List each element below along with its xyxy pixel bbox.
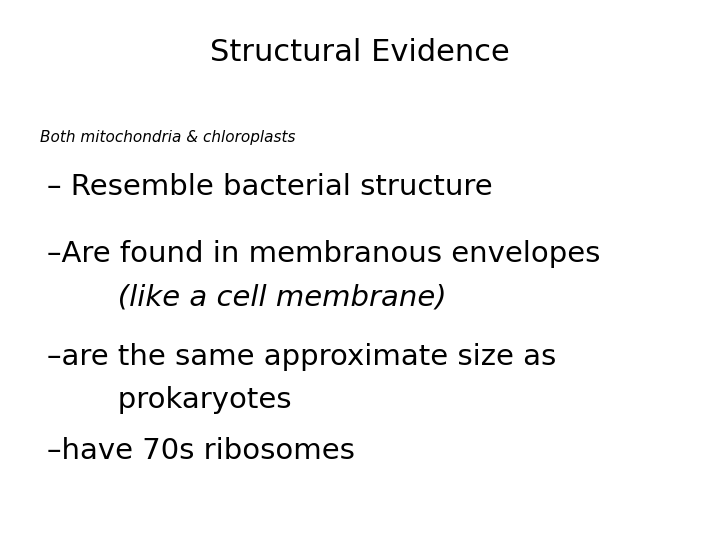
- Text: prokaryotes: prokaryotes: [90, 386, 292, 414]
- Text: –are the same approximate size as: –are the same approximate size as: [47, 343, 556, 371]
- Text: (like a cell membrane): (like a cell membrane): [90, 284, 446, 312]
- Text: – Resemble bacterial structure: – Resemble bacterial structure: [47, 173, 492, 201]
- Text: Structural Evidence: Structural Evidence: [210, 38, 510, 67]
- Text: –Are found in membranous envelopes: –Are found in membranous envelopes: [47, 240, 600, 268]
- Text: Both mitochondria & chloroplasts: Both mitochondria & chloroplasts: [40, 130, 295, 145]
- Text: –have 70s ribosomes: –have 70s ribosomes: [47, 437, 355, 465]
